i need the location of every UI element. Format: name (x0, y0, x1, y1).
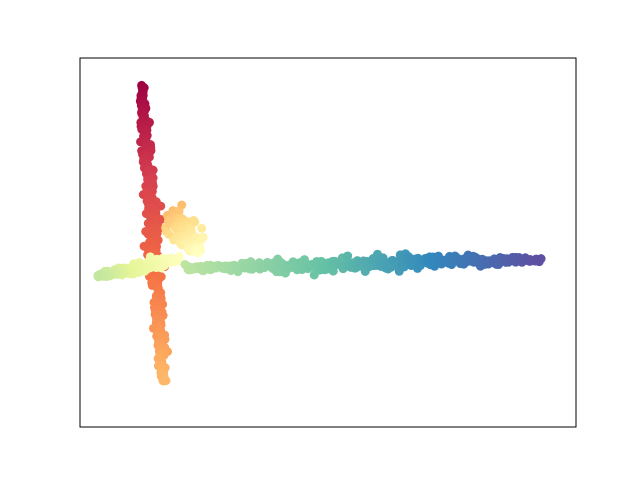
data-point (156, 201, 166, 211)
axes-frame (79, 57, 577, 428)
data-point (343, 251, 353, 261)
data-point (193, 248, 203, 258)
data-point (197, 223, 207, 233)
data-point (190, 217, 200, 227)
data-point (93, 271, 103, 281)
data-points (93, 80, 546, 386)
data-point (536, 254, 546, 264)
data-point (161, 376, 171, 386)
